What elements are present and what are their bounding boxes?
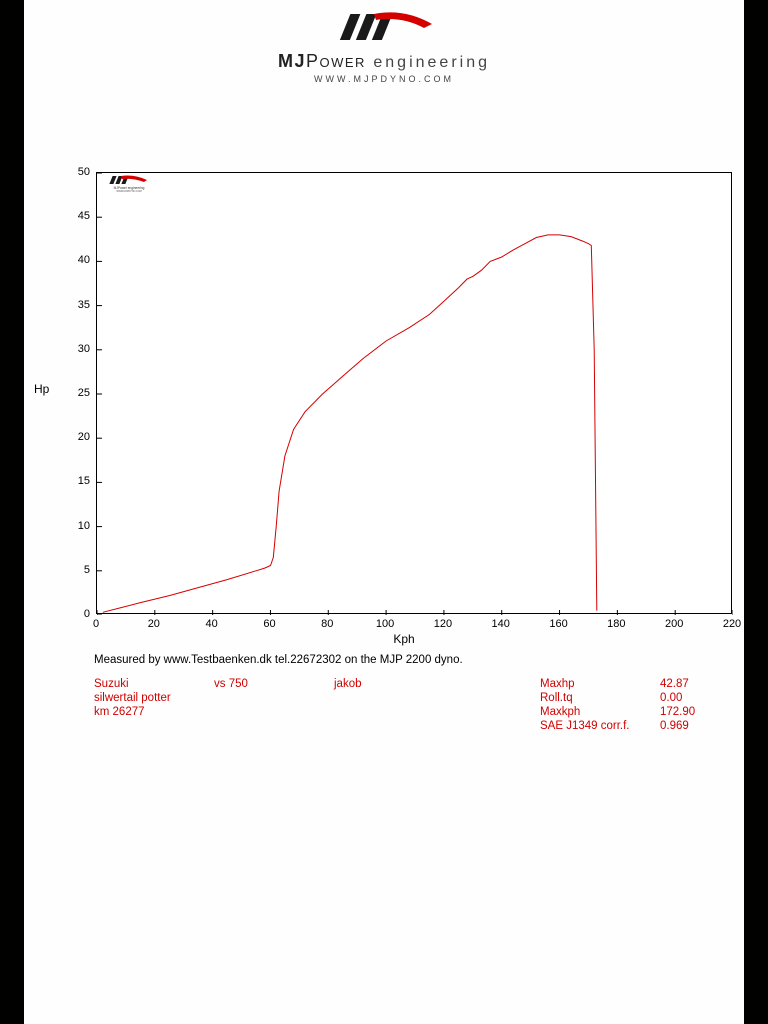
x-tick: 80 <box>321 618 333 630</box>
measurement-caption: Measured by www.Testbaenken.dk tel.22672… <box>94 654 463 666</box>
rolltq-label: Roll.tq <box>540 692 660 706</box>
x-tick: 220 <box>723 618 741 630</box>
x-tick: 200 <box>665 618 683 630</box>
vehicle-make: Suzuki <box>94 678 214 692</box>
y-tick: 40 <box>66 254 90 266</box>
y-tick: 20 <box>66 431 90 443</box>
brand-mj: MJ <box>278 51 306 71</box>
maxhp-value: 42.87 <box>660 678 714 692</box>
dyno-chart: Hp Kph MJPower engineering WWW.MJPDYNO.C… <box>76 170 732 634</box>
vehicle-model: vs 750 <box>214 678 334 692</box>
vehicle-km: km 26277 <box>94 706 214 720</box>
brand-name: MJPower engineering <box>24 51 744 72</box>
mjp-logo-icon <box>324 10 444 44</box>
brand-eng: engineering <box>366 54 490 71</box>
table-row: Suzuki vs 750 jakob <box>94 678 454 692</box>
maxkph-label: Maxkph <box>540 706 660 720</box>
plot-area: MJPower engineering WWW.MJPDYNO.COM <box>96 172 732 614</box>
brand-power: Power <box>306 51 366 71</box>
x-tick: 60 <box>263 618 275 630</box>
vehicle-info: Suzuki vs 750 jakob silwertail potter km… <box>94 678 454 720</box>
x-tick: 0 <box>93 618 99 630</box>
maxkph-value: 172.90 <box>660 706 714 720</box>
corrf-label: SAE J1349 corr.f. <box>540 720 660 734</box>
x-tick: 140 <box>492 618 510 630</box>
table-row: Maxhp42.87 <box>540 678 714 692</box>
rolltq-value: 0.00 <box>660 692 714 706</box>
operator: jakob <box>334 678 454 692</box>
y-tick: 15 <box>66 475 90 487</box>
y-tick: 35 <box>66 299 90 311</box>
y-tick: 25 <box>66 387 90 399</box>
x-tick: 20 <box>148 618 160 630</box>
y-axis-label: Hp <box>34 382 49 396</box>
x-tick: 180 <box>607 618 625 630</box>
table-row: Maxkph172.90 <box>540 706 714 720</box>
info-block: Suzuki vs 750 jakob silwertail potter km… <box>94 678 714 720</box>
header: MJPower engineering www.mjpdyno.com <box>24 0 744 84</box>
x-tick: 160 <box>549 618 567 630</box>
hp-curve <box>97 173 733 615</box>
vehicle-notes: silwertail potter <box>94 692 214 706</box>
y-tick: 0 <box>66 608 90 620</box>
x-tick: 40 <box>206 618 218 630</box>
x-tick: 120 <box>434 618 452 630</box>
x-axis-label: Kph <box>393 632 414 646</box>
y-tick: 5 <box>66 564 90 576</box>
y-tick: 10 <box>66 520 90 532</box>
table-row: SAE J1349 corr.f.0.969 <box>540 720 714 734</box>
corrf-value: 0.969 <box>660 720 714 734</box>
y-tick: 45 <box>66 210 90 222</box>
results-info: Maxhp42.87 Roll.tq0.00 Maxkph172.90 SAE … <box>540 678 714 734</box>
table-row: km 26277 <box>94 706 454 720</box>
y-tick: 30 <box>66 343 90 355</box>
x-tick: 100 <box>376 618 394 630</box>
dyno-sheet: MJPower engineering www.mjpdyno.com Hp K… <box>24 0 744 1024</box>
maxhp-label: Maxhp <box>540 678 660 692</box>
brand-url: www.mjpdyno.com <box>24 74 744 84</box>
table-row: Roll.tq0.00 <box>540 692 714 706</box>
y-tick: 50 <box>66 166 90 178</box>
table-row: silwertail potter <box>94 692 454 706</box>
